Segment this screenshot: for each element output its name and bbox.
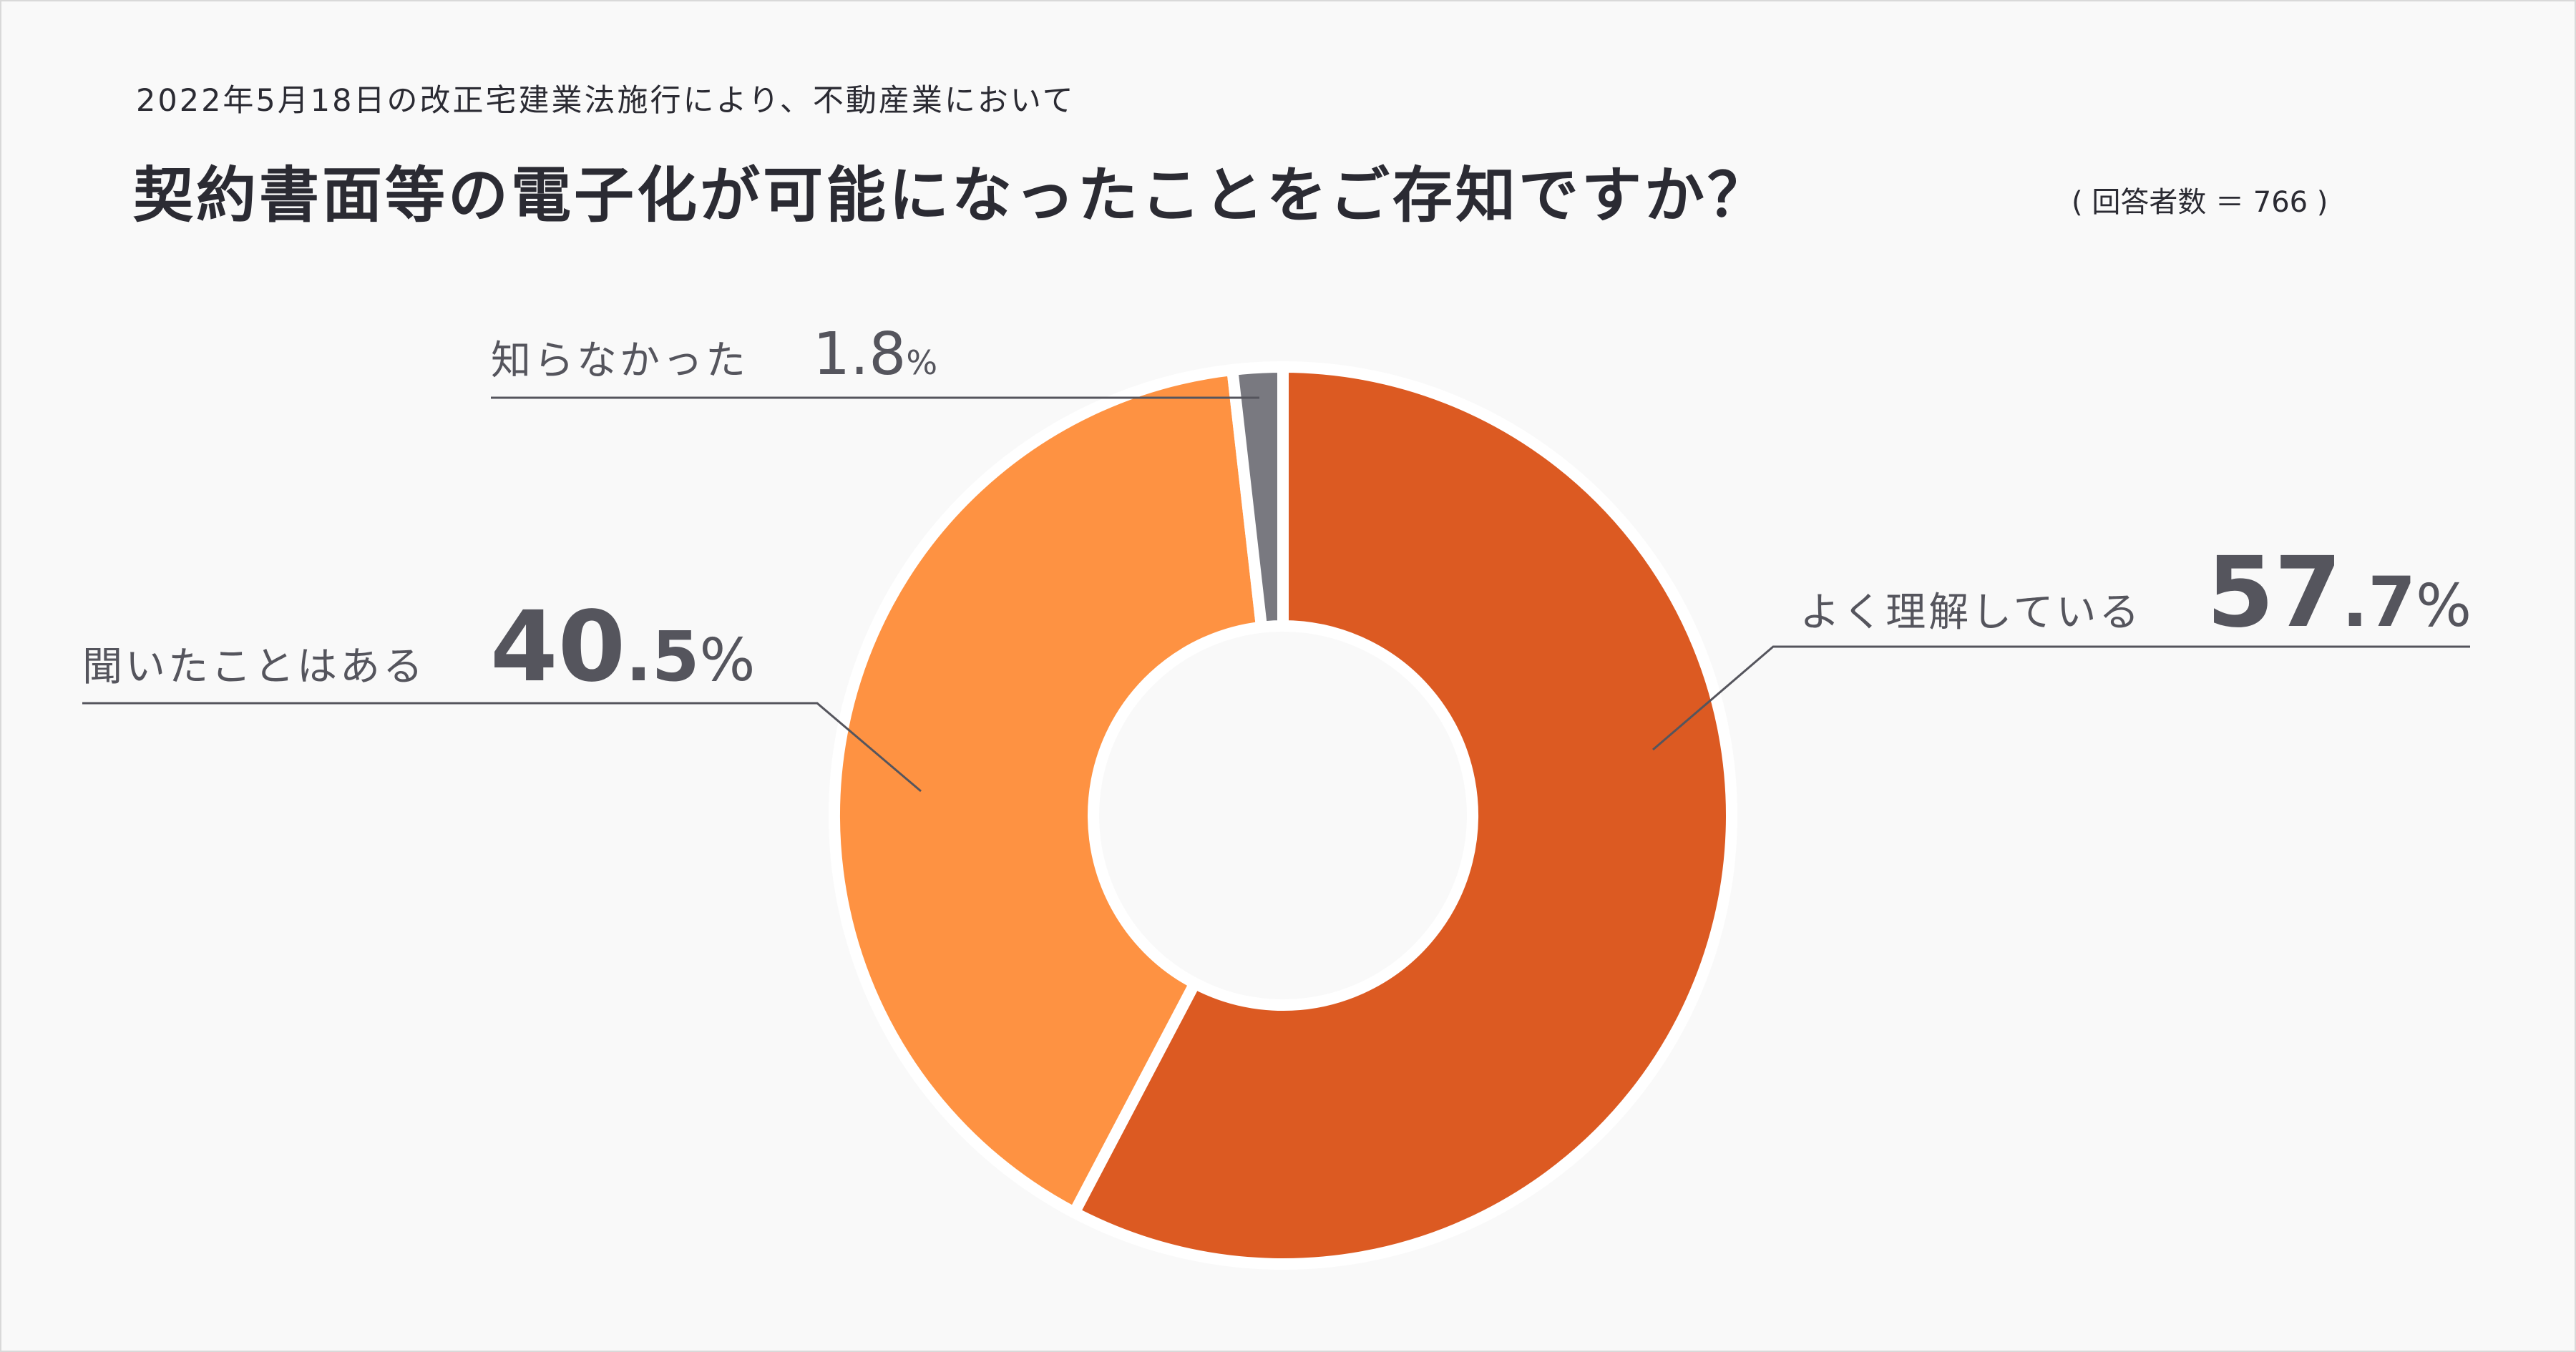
donut-slice-unaware <box>1226 361 1289 634</box>
slice-label-understand: よく理解している 57.7% <box>1800 537 2472 650</box>
leader-line-heard <box>82 702 922 793</box>
slice-value-unit: % <box>699 627 756 695</box>
slice-value-decimal: .5 <box>625 617 700 697</box>
slice-label-heard: 聞いたことはある 40.5% <box>82 591 755 704</box>
donut-slice-understand <box>1066 361 1737 1270</box>
chart-subtitle: 2022年5月18日の改正宅建業法施行により、不動産業において <box>136 83 1075 119</box>
slice-value-integer: 57 <box>2206 537 2342 650</box>
slice-label-name: 知らなかった <box>491 338 748 384</box>
slice-value-unit: % <box>2416 572 2472 640</box>
slice-value-decimal: .8 <box>850 320 907 388</box>
donut-slice-heard <box>829 363 1268 1220</box>
chart-title: 契約書面等の電子化が可能になったことをご存知ですか？ <box>133 160 1771 230</box>
slice-value-unit: % <box>906 343 938 382</box>
leader-line-understand <box>1652 645 2470 751</box>
slice-value-integer: 1 <box>813 320 851 388</box>
slice-label-name: よく理解している <box>1800 589 2142 636</box>
slice-value-decimal: .7 <box>2341 562 2416 642</box>
respondent-count: ( 回答者数 ＝ 766 ) <box>2072 186 2328 219</box>
slice-label-unaware: 知らなかった 1.8% <box>491 320 937 388</box>
slice-value-integer: 40 <box>490 591 626 704</box>
slice-label-name: 聞いたことはある <box>82 644 426 690</box>
